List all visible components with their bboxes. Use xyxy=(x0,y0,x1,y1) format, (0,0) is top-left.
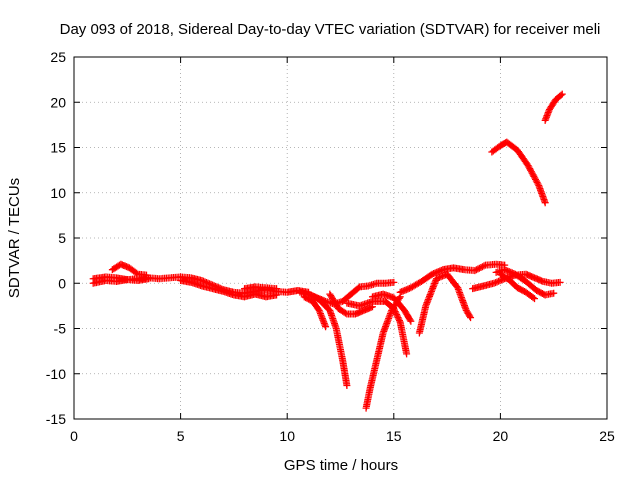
series-track-08 xyxy=(305,290,351,390)
data-point xyxy=(529,294,537,302)
data-point xyxy=(527,168,535,176)
y-axis-label: SDTVAR / TECUs xyxy=(6,178,23,298)
data-point xyxy=(407,317,415,325)
data-point xyxy=(531,175,539,183)
data-point xyxy=(526,165,534,173)
y-tick-label: 20 xyxy=(50,94,66,110)
data-point xyxy=(273,291,281,299)
x-tick-label: 20 xyxy=(493,428,509,444)
series-track-18 xyxy=(488,138,549,207)
data-point xyxy=(133,269,141,277)
series-track-12 xyxy=(368,290,415,325)
axes: 0 5 10 15 20 25 -15 -10 -5 0 5 10 15 20 25 xyxy=(46,49,615,444)
y-tick-label: 10 xyxy=(50,185,66,201)
data-point xyxy=(478,263,486,271)
data-point xyxy=(550,289,558,297)
data-point xyxy=(558,90,566,98)
series-track-10 xyxy=(362,293,404,412)
chart-title: Day 093 of 2018, Sidereal Day-to-day VTE… xyxy=(60,21,601,38)
x-axis-label: GPS time / hours xyxy=(284,457,398,474)
data-point xyxy=(530,172,538,180)
data-point xyxy=(524,162,532,170)
data-point xyxy=(403,350,411,358)
data-point xyxy=(471,267,479,275)
y-tick-label: -10 xyxy=(46,366,66,382)
data-point xyxy=(541,199,549,207)
series-track-09 xyxy=(326,290,376,318)
data-point xyxy=(532,177,540,185)
series-track-02 xyxy=(89,275,153,287)
data-point xyxy=(525,163,533,171)
data-point xyxy=(467,314,475,322)
data-point xyxy=(531,295,539,303)
series-track-03 xyxy=(108,260,150,279)
y-tick-label: 15 xyxy=(50,140,66,156)
x-tick-label: 0 xyxy=(70,428,78,444)
y-tick-label: 0 xyxy=(58,275,66,291)
data-point xyxy=(391,306,399,314)
data-point xyxy=(311,293,319,301)
data-point xyxy=(529,171,537,179)
data-point xyxy=(306,291,314,299)
gridlines xyxy=(74,57,607,419)
data-point xyxy=(341,309,349,317)
data-point xyxy=(472,266,480,274)
data-point xyxy=(309,292,317,300)
series-track-07 xyxy=(300,293,330,331)
data-point xyxy=(528,169,536,177)
data-point xyxy=(466,312,474,320)
y-tick-label: -5 xyxy=(54,321,67,337)
data-point xyxy=(406,316,414,324)
x-tick-label: 10 xyxy=(279,428,295,444)
data-point xyxy=(390,305,398,313)
series-track-16 xyxy=(492,266,558,299)
data-point xyxy=(312,294,320,302)
series-track-05 xyxy=(241,283,281,293)
data-point xyxy=(322,323,330,331)
data-point xyxy=(557,91,565,99)
data-point xyxy=(393,311,401,319)
x-tick-label: 5 xyxy=(177,428,185,444)
data-point xyxy=(395,317,403,325)
data-point xyxy=(527,166,535,174)
data-point xyxy=(305,290,313,298)
data-point xyxy=(392,309,400,317)
data-point xyxy=(531,174,539,182)
data-point xyxy=(390,278,398,286)
data-point xyxy=(394,314,402,322)
data-point xyxy=(393,312,401,320)
series-track-19 xyxy=(541,90,566,124)
data-point xyxy=(556,278,564,286)
y-tick-label: 5 xyxy=(58,230,66,246)
data-point xyxy=(145,275,153,283)
series-track-17 xyxy=(496,270,539,303)
data-point xyxy=(480,262,488,270)
series-track-14 xyxy=(415,270,475,337)
data-point xyxy=(533,178,541,186)
series-track-04 xyxy=(177,277,281,301)
y-tick-label: 25 xyxy=(50,49,66,65)
x-tick-label: 15 xyxy=(386,428,402,444)
data-point xyxy=(142,271,150,279)
series-track-11 xyxy=(343,297,411,358)
data-points xyxy=(89,90,566,412)
data-point xyxy=(475,264,483,272)
data-point xyxy=(343,382,351,390)
data-point xyxy=(395,315,403,323)
series-track-13 xyxy=(396,260,509,296)
data-point xyxy=(273,285,281,293)
data-point xyxy=(308,292,316,300)
data-point xyxy=(391,308,399,316)
data-point xyxy=(534,180,542,188)
y-tick-label: -15 xyxy=(46,411,66,427)
data-point xyxy=(474,265,482,273)
x-tick-label: 25 xyxy=(599,428,615,444)
data-point xyxy=(477,263,485,271)
